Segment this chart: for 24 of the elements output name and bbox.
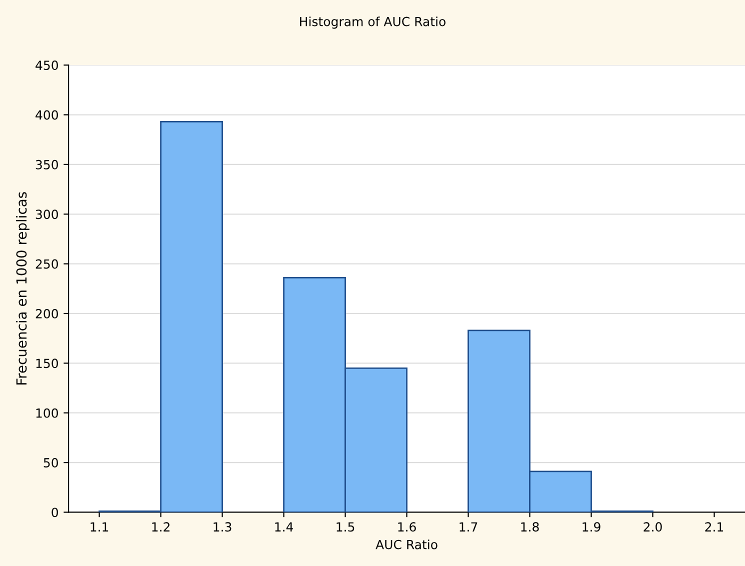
x-tick-label: 1.8: [521, 522, 539, 532]
y-tick-label: 200: [36, 308, 58, 318]
x-tick-label: 2.0: [644, 522, 662, 532]
x-tick-label: 1.2: [152, 522, 170, 532]
x-axis-title: AUC Ratio: [376, 540, 438, 550]
x-tick-label: 1.9: [582, 522, 600, 532]
x-tick-label: 1.1: [90, 522, 108, 532]
x-tick-label: 2.1: [705, 522, 724, 532]
y-tick-label: 150: [36, 358, 58, 368]
y-tick-label: 400: [36, 110, 58, 120]
y-tick-label: 100: [36, 408, 58, 418]
y-axis-title: Frecuencia en 1000 replicas: [16, 192, 30, 385]
y-tick-label: 300: [36, 210, 58, 220]
y-tick-label: 50: [44, 458, 58, 468]
x-tick-label: 1.6: [398, 522, 416, 532]
x-tick-label: 1.4: [275, 522, 294, 532]
y-tick-label: 0: [52, 508, 58, 518]
x-tick-label: 1.7: [460, 522, 478, 532]
y-tick-label: 350: [36, 160, 58, 170]
y-tick-label: 450: [36, 60, 58, 70]
x-tick-label: 1.5: [336, 522, 354, 532]
x-tick-label: 1.3: [214, 522, 232, 532]
chart-title: Histogram of AUC Ratio: [300, 16, 446, 29]
y-tick-label: 250: [36, 259, 58, 269]
